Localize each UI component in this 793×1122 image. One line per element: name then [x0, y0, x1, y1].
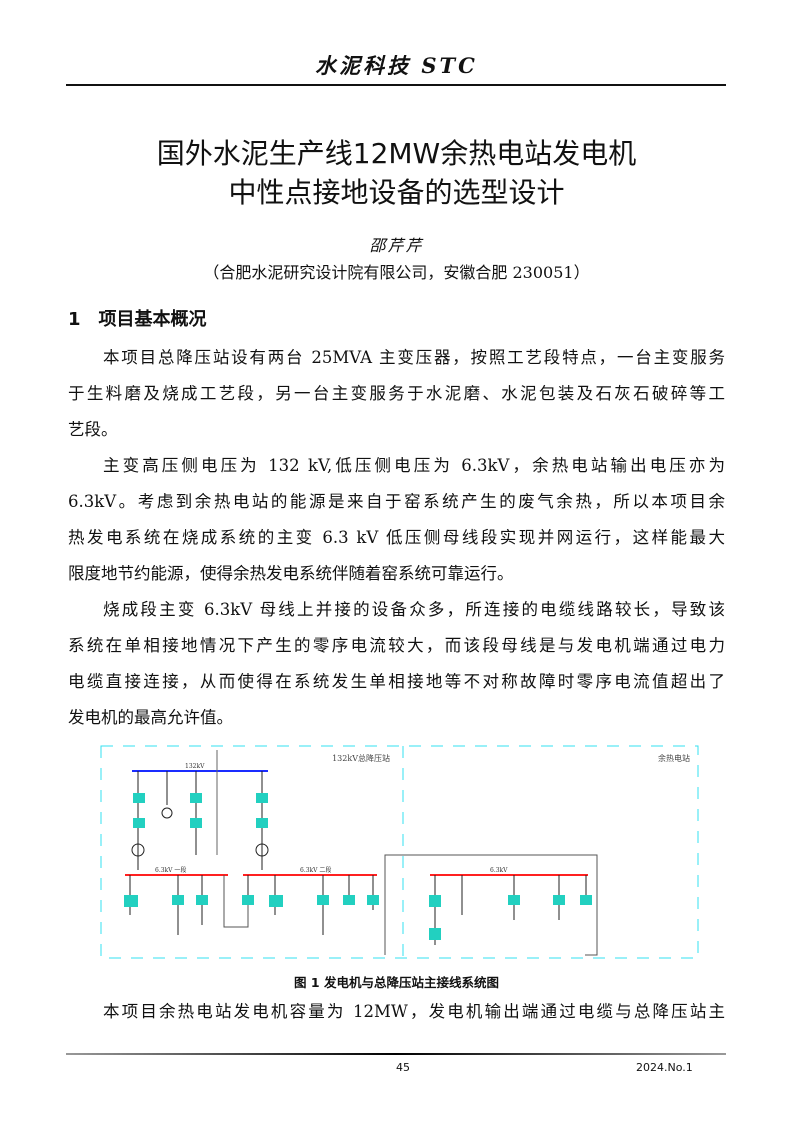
- header-rule: [66, 84, 726, 86]
- author-affiliation: （合肥水泥研究设计院有限公司，安徽合肥 230051）: [203, 263, 590, 282]
- paragraph-line: 于生料磨及烧成工艺段，另一台主变服务于水泥磨、水泥包装及石灰石破碎等工: [68, 384, 725, 403]
- main-wiring-diagram: 132kV总降压站 余热电站 132kV 6.3kV 一段 6.3kV 二段 6…: [100, 745, 699, 959]
- paragraph-line: 6.3kV。考虑到余热电站的能源是来自于窑系统产生的废气余热，所以本项目余: [68, 492, 725, 511]
- paragraph-line: 本项目余热电站发电机容量为 12MW，发电机输出端通过电缆与总降压站主: [103, 1002, 725, 1021]
- title-line-1: 国外水泥生产线12MW余热电站发电机: [156, 137, 637, 170]
- diagram-frame: [100, 745, 699, 959]
- paragraph-line: 主变高压侧电压为 132 kV,低压侧电压为 6.3kV，余热电站输出电压亦为: [103, 456, 725, 475]
- paragraph-line: 电缆直接连接，从而使得在系统发生单相接地等不对称故障时零序电流值超出了: [68, 672, 725, 691]
- title-line-2: 中性点接地设备的选型设计: [228, 176, 565, 209]
- paragraph-line: 热发电系统在烧成系统的主变 6.3 kV 低压侧母线段实现并网运行，这样能最大: [68, 528, 725, 547]
- page-number: 45: [396, 1061, 410, 1074]
- journal-header: 水泥科技 STC: [315, 53, 478, 78]
- lv-bus-2-label: 6.3kV 二段: [300, 866, 331, 874]
- lv-bus-1-label: 6.3kV 一段: [155, 866, 186, 874]
- hv-bus-label: 132kV: [185, 763, 205, 770]
- author-name: 邵芹芹: [369, 236, 424, 255]
- footer-rule: [66, 1053, 726, 1055]
- paragraph-line: 烧成段主变 6.3kV 母线上并接的设备众多，所连接的电缆线路较长，导致该: [103, 600, 725, 619]
- label-plant: 余热电站: [658, 753, 690, 763]
- label-substation: 132kV总降压站: [332, 753, 390, 763]
- figure-caption: 图 1 发电机与总降压站主接线系统图: [294, 975, 499, 990]
- paragraph-line: 本项目总降压站设有两台 25MVA 主变压器，按照工艺段特点，一台主变服务: [103, 348, 725, 367]
- paragraph-line: 发电机的最高允许值。: [68, 708, 233, 727]
- paragraph-line: 限度地节约能源，使得余热发电系统伴随着窑系统可靠运行。: [68, 564, 514, 583]
- section-heading: 1 项目基本概况: [68, 309, 207, 330]
- breakers: [133, 793, 268, 828]
- paragraph-line: 系统在单相接地情况下产生的零序电流较大，而该段母线是与发电机端通过电力: [68, 636, 725, 655]
- lv-bus-3-label: 6.3kV: [490, 867, 508, 874]
- paragraph-line: 艺段。: [68, 420, 118, 439]
- issue-number: 2024.No.1: [636, 1061, 693, 1074]
